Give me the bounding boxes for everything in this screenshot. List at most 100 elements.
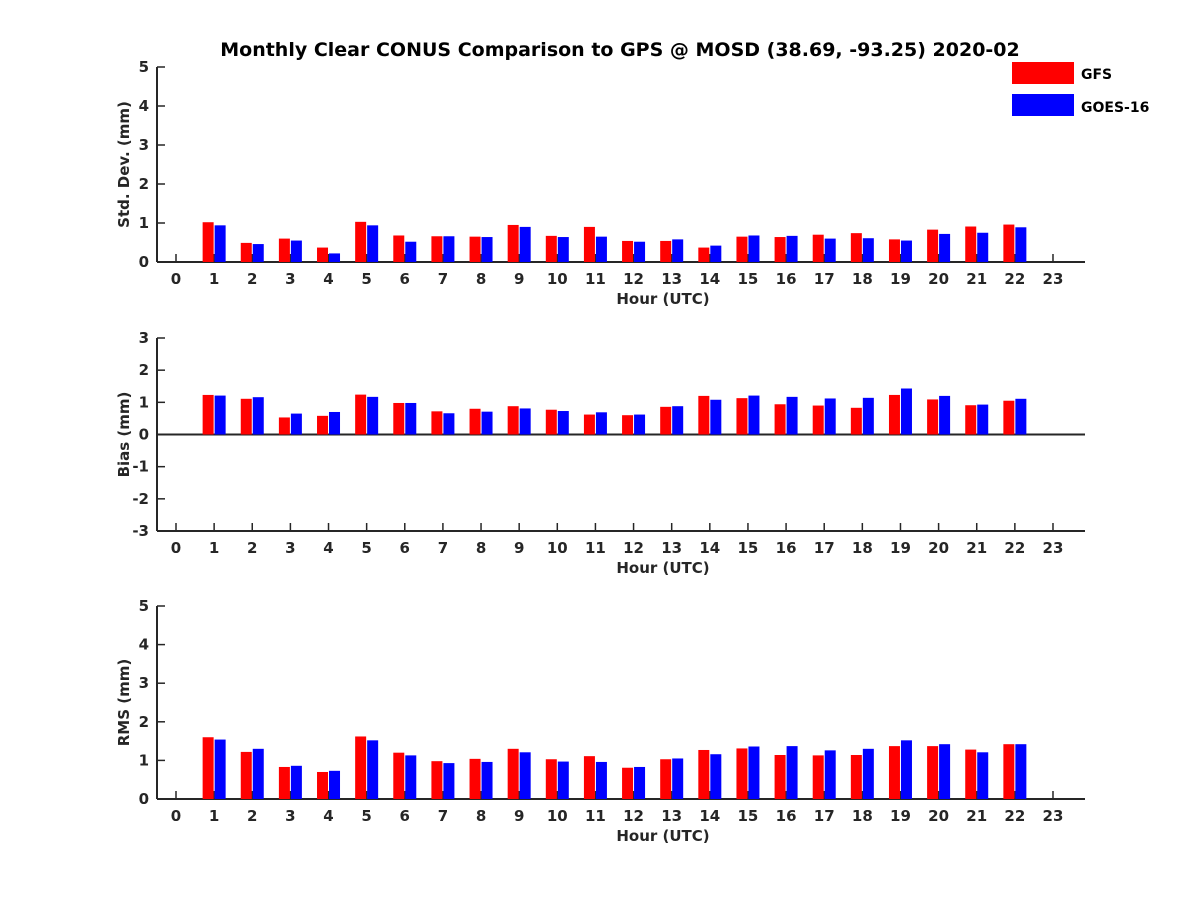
bar-goes16 <box>824 398 836 435</box>
x-tick-label: 14 <box>699 270 720 288</box>
x-tick-label: 22 <box>1004 807 1025 825</box>
x-tick-label: 4 <box>323 270 333 288</box>
bar-goes16 <box>634 766 646 799</box>
bar-goes16 <box>214 395 226 435</box>
bar-goes16 <box>519 752 531 799</box>
bar-goes16 <box>862 238 874 262</box>
x-tick-label: 16 <box>776 539 797 557</box>
legend-label-gfs: GFS <box>1081 67 1112 83</box>
y-tick-label: 5 <box>139 597 149 615</box>
x-tick-label: 13 <box>661 539 682 557</box>
bar-goes16 <box>481 761 493 799</box>
y-axis-label: Bias (mm) <box>115 392 133 478</box>
x-tick-label: 20 <box>928 270 949 288</box>
bar-gfs <box>583 756 595 799</box>
bar-gfs <box>698 749 710 799</box>
bar-gfs <box>850 754 862 799</box>
bar-gfs <box>355 736 367 799</box>
bar-goes16 <box>443 236 455 262</box>
y-tick-label: 2 <box>139 713 149 731</box>
x-tick-label: 0 <box>171 807 181 825</box>
x-tick-label: 23 <box>1043 270 1064 288</box>
bar-goes16 <box>405 241 417 262</box>
bar-goes16 <box>252 244 264 262</box>
bar-gfs <box>888 746 900 799</box>
x-tick-label: 1 <box>209 807 219 825</box>
x-axis-label: Hour (UTC) <box>616 290 709 308</box>
y-tick-label: 0 <box>139 426 149 444</box>
bar-goes16 <box>405 402 417 435</box>
y-tick-label: 0 <box>139 790 149 808</box>
y-tick-label: 3 <box>139 136 149 154</box>
bar-goes16 <box>252 748 264 799</box>
x-tick-label: 13 <box>661 807 682 825</box>
x-tick-label: 0 <box>171 539 181 557</box>
x-tick-label: 1 <box>209 270 219 288</box>
bar-gfs <box>317 247 329 262</box>
bar-gfs <box>278 417 290 435</box>
bar-goes16 <box>595 236 607 262</box>
bar-goes16 <box>329 253 341 262</box>
bar-gfs <box>965 749 977 799</box>
x-tick-label: 21 <box>966 539 987 557</box>
x-tick-label: 12 <box>623 807 644 825</box>
bar-gfs <box>888 394 900 435</box>
y-tick-label: 5 <box>139 58 149 76</box>
bar-gfs <box>622 240 634 262</box>
bar-gfs <box>431 761 443 799</box>
bar-goes16 <box>443 413 455 435</box>
bar-goes16 <box>634 414 646 435</box>
y-tick-label: 3 <box>139 329 149 347</box>
x-tick-label: 15 <box>738 270 759 288</box>
bar-gfs <box>965 405 977 435</box>
x-tick-label: 1 <box>209 539 219 557</box>
y-axis-label: Std. Dev. (mm) <box>115 101 133 228</box>
bar-gfs <box>698 247 710 262</box>
bar-goes16 <box>900 388 912 435</box>
bar-goes16 <box>748 395 760 435</box>
y-tick-label: 2 <box>139 175 149 193</box>
bar-goes16 <box>977 232 989 262</box>
bar-goes16 <box>862 397 874 435</box>
bar-goes16 <box>672 406 684 435</box>
x-tick-label: 19 <box>890 539 911 557</box>
bar-gfs <box>355 394 367 435</box>
bar-goes16 <box>900 240 912 262</box>
bar-goes16 <box>329 770 341 799</box>
bar-gfs <box>850 233 862 262</box>
x-tick-label: 2 <box>247 539 257 557</box>
bar-goes16 <box>367 740 379 799</box>
x-tick-label: 11 <box>585 270 606 288</box>
bar-gfs <box>355 221 367 262</box>
x-tick-label: 9 <box>514 270 524 288</box>
x-tick-label: 2 <box>247 270 257 288</box>
x-tick-label: 20 <box>928 807 949 825</box>
x-tick-label: 21 <box>966 270 987 288</box>
x-tick-label: 7 <box>438 807 448 825</box>
x-tick-label: 11 <box>585 539 606 557</box>
legend: GFS GOES-16 <box>1012 62 1149 116</box>
bar-gfs <box>850 407 862 435</box>
x-tick-label: 5 <box>361 539 371 557</box>
bar-gfs <box>583 226 595 262</box>
bar-goes16 <box>290 413 302 435</box>
x-tick-label: 0 <box>171 270 181 288</box>
bar-gfs <box>202 222 214 262</box>
x-tick-label: 7 <box>438 270 448 288</box>
y-axis-label: RMS (mm) <box>115 659 133 746</box>
x-tick-label: 18 <box>852 270 873 288</box>
y-tick-label: -2 <box>132 490 149 508</box>
legend-swatch-goes16 <box>1012 94 1074 116</box>
bar-gfs <box>202 394 214 435</box>
bar-gfs <box>965 226 977 262</box>
bar-gfs <box>1003 744 1015 799</box>
x-tick-label: 6 <box>400 807 410 825</box>
bar-gfs <box>622 767 634 799</box>
x-tick-label: 23 <box>1043 539 1064 557</box>
bar-goes16 <box>710 754 722 799</box>
bar-gfs <box>927 746 939 799</box>
x-tick-label: 19 <box>890 270 911 288</box>
x-tick-label: 10 <box>547 807 568 825</box>
x-tick-label: 6 <box>400 539 410 557</box>
x-tick-label: 6 <box>400 270 410 288</box>
